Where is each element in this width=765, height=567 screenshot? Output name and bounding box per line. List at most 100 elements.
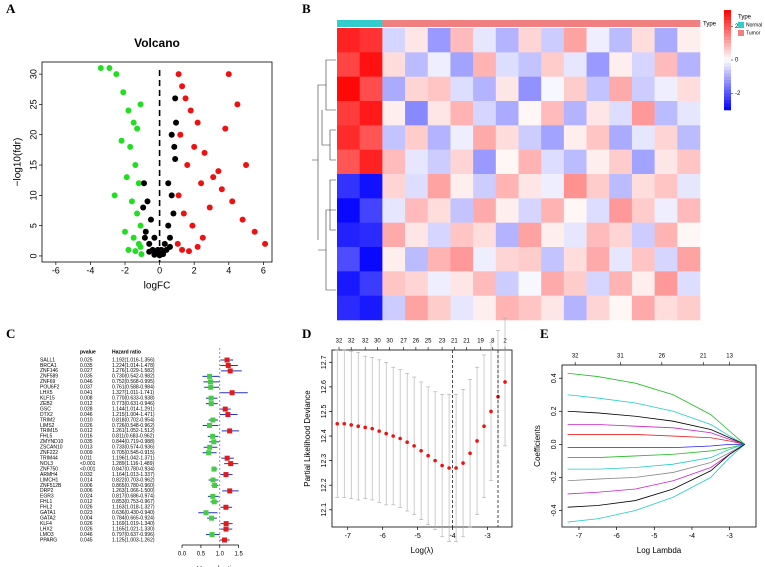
pvalue: 0.016	[80, 434, 93, 440]
heatmap-cell	[631, 52, 655, 77]
color-scale	[724, 50, 731, 54]
y-tick-label: 25	[28, 99, 38, 109]
heatmap-cell	[631, 149, 655, 175]
top-tick-label: 23	[439, 339, 446, 345]
heatmap-cell	[427, 247, 451, 272]
heatmap-cell	[450, 198, 474, 223]
heatmap-cell	[631, 174, 655, 199]
heatmap-cell	[586, 149, 610, 175]
y-tick-label: 30	[28, 69, 38, 79]
x-tick-label: -7	[576, 533, 582, 540]
y-tick-label: 12.4	[321, 429, 328, 443]
pvalue: 0.011	[80, 456, 92, 462]
gene-name: LMO3	[40, 532, 54, 538]
annotation-cell	[631, 20, 655, 27]
gene-name: FHL2	[40, 505, 52, 511]
color-scale	[724, 96, 731, 101]
plot-frame	[41, 61, 273, 263]
x-tick-label: -3	[484, 533, 490, 540]
x-tick-label: -2	[121, 265, 129, 275]
gene-name: ZNF69	[40, 379, 56, 385]
gene-name: EGR3	[40, 494, 54, 500]
heatmap-cell	[677, 295, 701, 321]
annotation-cell	[609, 20, 633, 27]
heatmap-cell	[359, 222, 383, 248]
hazard-ratio-text: 0.770(0.633-0.938)	[112, 396, 155, 402]
heatmap-cell	[405, 222, 429, 248]
heatmap-cell	[631, 222, 655, 248]
annotation-cell	[450, 20, 474, 27]
top-tick-label: 32	[362, 339, 369, 345]
heatmap-cell	[495, 295, 519, 321]
point	[173, 119, 180, 126]
heatmap-cell	[631, 101, 655, 126]
heatmap-cell	[473, 198, 497, 223]
point	[251, 228, 258, 235]
y-tick-label: 10	[28, 190, 38, 200]
hazard-ratio	[208, 401, 214, 407]
pvalue: 0.013	[80, 445, 93, 451]
hazard-ratio-text: 0.705(0.545-0.915)	[112, 450, 155, 456]
heatmap-cell	[677, 247, 701, 272]
hazard-ratio	[223, 526, 229, 532]
heatmap-cell	[495, 222, 519, 248]
heatmap-cell	[337, 28, 360, 53]
heatmap-cell	[609, 125, 633, 150]
coefficient-path	[567, 444, 745, 508]
x-tick-label: -4	[86, 265, 94, 275]
hazard-ratio-text: 0.822(0.703-0.962)	[112, 477, 155, 483]
heatmap-cell	[563, 28, 587, 53]
heatmap-cell	[382, 247, 406, 272]
hazard-ratio	[211, 466, 217, 472]
top-tick-label: 32	[348, 339, 355, 345]
pvalue: 0.024	[80, 494, 93, 500]
top-tick-label: 26	[658, 354, 665, 360]
gene-name: GATA2	[40, 516, 56, 522]
annotation-cell	[586, 20, 610, 27]
heatmap-cell	[586, 76, 610, 102]
point	[140, 204, 147, 211]
heatmap-cell	[450, 295, 474, 321]
hazard-ratio-text: 0.636(0.430-0.940)	[112, 510, 155, 516]
hazard-ratio	[207, 373, 213, 379]
pvalue: 0.041	[80, 390, 93, 396]
hazard-ratio-text: 0.797(0.637-0.996)	[112, 532, 155, 538]
pvalue: 0.023	[80, 510, 93, 516]
heatmap-cell	[337, 174, 360, 199]
gene-name: KLF4	[40, 521, 52, 527]
heatmap-cell	[631, 125, 655, 150]
x-axis-label: Log(λ)	[411, 546, 434, 555]
heatmap-cell	[495, 52, 519, 77]
gene-name: GSC	[40, 406, 51, 412]
hazard-ratio-text: 1.165(1.021-1.330)	[112, 526, 155, 532]
hazard-ratio	[209, 532, 215, 538]
heatmap-cell	[677, 125, 701, 150]
gene-name: ARMH4	[40, 472, 58, 478]
heatmap-cell	[473, 222, 497, 248]
heatmap-cell	[382, 295, 406, 321]
heatmap-cell	[473, 174, 497, 199]
pvalue: 0.026	[80, 526, 93, 532]
point	[134, 210, 141, 217]
annotation-cell	[382, 20, 406, 27]
heatmap-cell	[337, 198, 360, 223]
heatmap-cell	[359, 149, 383, 175]
point	[122, 228, 129, 235]
hazard-ratio-text: 1.215(1.004-1.471)	[112, 412, 155, 418]
gene-name: TRIM44	[40, 456, 58, 462]
y-tick-label: 0.4	[551, 373, 558, 383]
point	[384, 431, 388, 436]
heatmap-cell	[359, 271, 383, 296]
heatmap-cell	[631, 28, 655, 53]
heatmap-cell	[518, 222, 542, 248]
heatmap-cell	[382, 76, 406, 102]
top-tick-label: 19	[477, 339, 484, 345]
heatmap-cell	[518, 198, 542, 223]
color-scale	[724, 100, 731, 104]
color-scale	[724, 33, 731, 37]
heatmap-cell	[563, 222, 587, 248]
y-axis-label: Coefficients	[533, 425, 542, 467]
point	[146, 248, 153, 255]
point	[447, 466, 451, 470]
point	[184, 162, 191, 169]
